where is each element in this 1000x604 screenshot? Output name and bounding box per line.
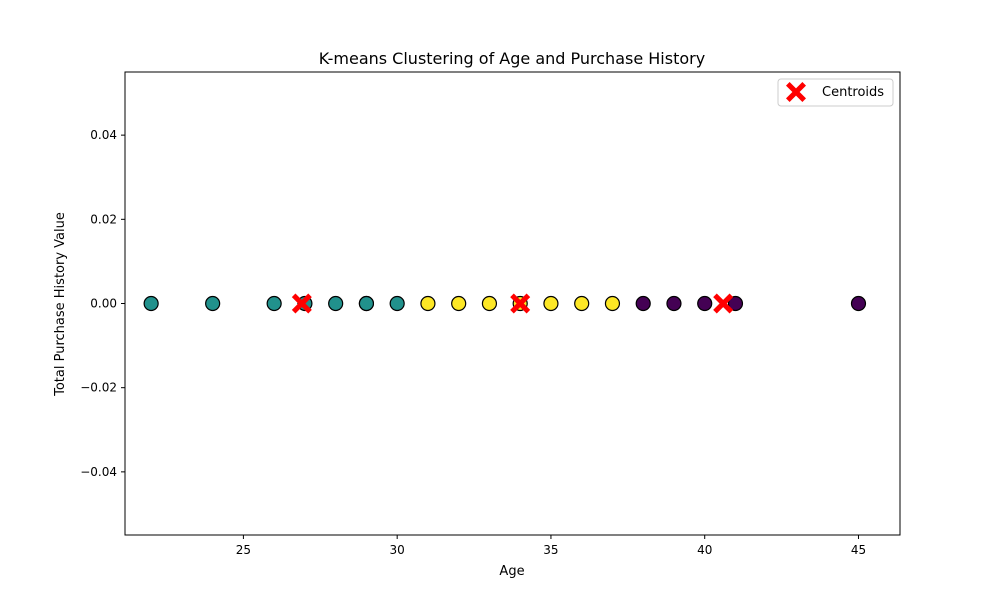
data-point-16 (666, 295, 682, 312)
data-point-17 (697, 295, 713, 312)
y-tick-label: −0.04 (80, 465, 117, 479)
y-tick-label: 0.02 (90, 212, 117, 226)
data-point-2 (266, 295, 282, 312)
legend-centroid-x-icon (786, 82, 806, 102)
x-tick-label: 35 (543, 543, 558, 557)
centroid-marker-0 (291, 293, 312, 314)
x-tick-label: 40 (697, 543, 712, 557)
data-point-9 (451, 295, 467, 312)
legend: Centroids (777, 78, 894, 107)
y-axis-label: Total Purchase History Value (53, 212, 68, 397)
data-point-8 (420, 295, 436, 312)
plot-area (125, 72, 900, 535)
centroid-marker-2 (713, 293, 734, 314)
centroid-marker-1 (510, 293, 531, 314)
chart-title: K-means Clustering of Age and Purchase H… (319, 49, 705, 68)
x-axis-label: Age (499, 564, 524, 579)
data-point-15 (635, 295, 651, 312)
data-point-18 (727, 295, 744, 312)
y-tick-label: 0.04 (90, 128, 117, 142)
data-point-19 (850, 295, 867, 312)
y-axis-ticks: 0.04 0.02 0.00 −0.02 −0.04 (80, 128, 125, 479)
y-tick-label: −0.02 (80, 381, 117, 395)
x-axis-ticks: 25 30 35 40 45 (236, 535, 866, 557)
data-point-1 (205, 295, 221, 312)
data-point-6 (358, 295, 375, 312)
legend-label-centroids: Centroids (822, 85, 884, 100)
x-tick-label: 25 (236, 543, 251, 557)
data-point-12 (543, 295, 559, 312)
x-tick-label: 30 (390, 543, 405, 557)
data-point-7 (389, 295, 405, 312)
data-point-0 (143, 295, 159, 312)
x-tick-label: 45 (851, 543, 866, 557)
data-point-14 (604, 295, 621, 312)
y-tick-label: 0.00 (90, 297, 117, 311)
data-point-4 (328, 295, 344, 312)
data-point-13 (574, 295, 590, 312)
legend-box (777, 78, 894, 107)
data-point-10 (481, 295, 498, 312)
centroid-markers (291, 293, 734, 314)
